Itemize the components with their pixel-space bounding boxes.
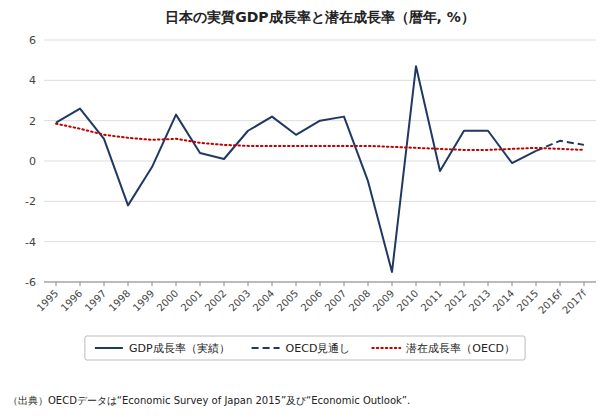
x-tick	[344, 282, 345, 286]
x-tick	[512, 282, 513, 286]
x-tick-label: 2011	[419, 288, 445, 314]
x-tick	[248, 282, 249, 286]
y-tick-label: 4	[29, 74, 36, 87]
x-tick	[464, 282, 465, 286]
series-line	[56, 66, 536, 272]
x-tick-label: 2012	[443, 288, 469, 314]
legend-label: OECD見通し	[286, 342, 351, 355]
x-tick	[320, 282, 321, 286]
chart: 日本の実質GDP成長率と潜在成長率（暦年, %）-6-4-20246199519…	[0, 0, 610, 420]
grid-line	[44, 241, 596, 242]
x-tick-label: 1996	[59, 288, 85, 314]
footnote: （出典）OECDデータは“Economic Survey of Japan 20…	[8, 395, 410, 406]
x-tick-label: 2013	[467, 288, 493, 314]
x-tick-label: 2002	[203, 288, 229, 314]
x-tick	[440, 282, 441, 286]
y-tick-label: -2	[25, 195, 36, 208]
y-tick-label: 2	[29, 115, 36, 128]
x-tick-label: 1999	[131, 288, 157, 314]
y-tick-label: 0	[29, 155, 36, 168]
x-tick-label: 2017f	[560, 287, 589, 316]
lines	[56, 66, 584, 272]
x-tick	[296, 282, 297, 286]
grid-line	[44, 40, 596, 41]
x-tick	[272, 282, 273, 286]
legend: GDP成長率（実績） OECD見通し 潜在成長率（OECD）	[85, 336, 525, 360]
legend-frame	[85, 336, 525, 360]
series-line	[56, 124, 584, 150]
x-tick	[56, 282, 57, 286]
x-tick	[224, 282, 225, 286]
x-tick	[200, 282, 201, 286]
y-tick-label: 6	[29, 34, 36, 47]
grid	[44, 40, 596, 282]
title: 日本の実質GDP成長率と潜在成長率（暦年, %）	[165, 9, 475, 25]
x-tick-label: 2001	[179, 288, 205, 314]
x-tick	[392, 282, 393, 286]
x-tick-label: 1997	[83, 288, 109, 314]
x-tick-label: 2009	[371, 288, 397, 314]
x-tick	[416, 282, 417, 286]
x-tick-label: 2003	[227, 288, 253, 314]
x-tick	[368, 282, 369, 286]
x-tick-label: 2014	[491, 288, 517, 314]
x-tick	[560, 282, 561, 286]
legend-item: 潜在成長率（OECD）	[372, 342, 515, 355]
x-tick	[176, 282, 177, 286]
legend-label: 潜在成長率（OECD）	[406, 342, 515, 355]
x-tick	[80, 282, 81, 286]
y-tick-label: -6	[25, 276, 36, 289]
x-tick-label: 2006	[299, 288, 325, 314]
x-tick-label: 2016f	[536, 287, 565, 316]
x-tick	[584, 282, 585, 286]
x-tick-label: 2004	[251, 288, 277, 314]
legend-item: OECD見通し	[252, 342, 351, 355]
x-tick-label: 1995	[35, 288, 61, 314]
grid-line	[44, 80, 596, 81]
x-tick-label: 1998	[107, 288, 133, 314]
legend-swatch	[372, 347, 400, 349]
x-tick	[128, 282, 129, 286]
x-tick-label: 2005	[275, 288, 301, 314]
legend-swatch	[95, 347, 123, 349]
x-tick	[488, 282, 489, 286]
x-tick	[104, 282, 105, 286]
legend-swatch	[252, 347, 280, 349]
x-tick-label: 2007	[323, 288, 349, 314]
x-tick	[152, 282, 153, 286]
x-tick-label: 2008	[347, 288, 373, 314]
x-tick-label: 2000	[155, 288, 181, 314]
legend-label: GDP成長率（実績）	[129, 342, 230, 355]
legend-item: GDP成長率（実績）	[95, 342, 230, 355]
x-tick	[536, 282, 537, 286]
y-tick-label: -4	[25, 236, 36, 249]
x-tick-label: 2010	[395, 288, 421, 314]
